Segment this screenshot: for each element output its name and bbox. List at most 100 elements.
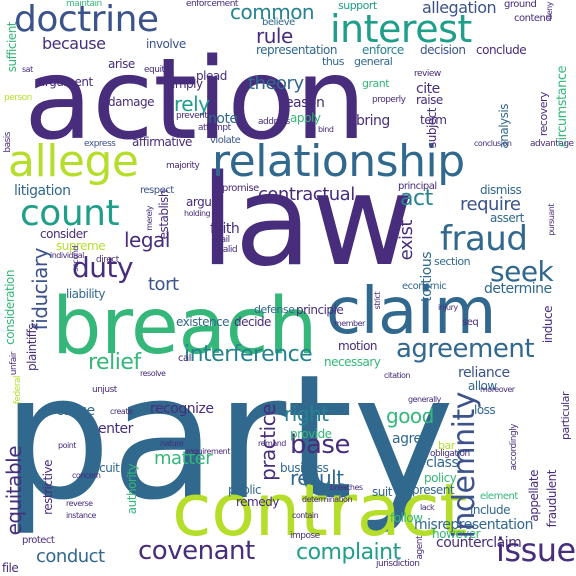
word-majority: majority [166,161,200,171]
word-economic: economic [402,281,447,292]
word-exist: exist [396,220,417,261]
word-grant: grant [362,77,390,90]
word-dismiss: dismiss [480,183,522,197]
word-misrepresentation: misrepresentation [414,517,534,533]
word-element: element [480,491,518,502]
word-prevent: prevent [176,111,208,121]
word-bar: bar [438,439,455,452]
word-sufficient: sufficient [5,22,19,73]
word-equitable: equitable [2,446,26,536]
word-enter: enter [98,421,133,437]
word-legal: legal [124,228,170,252]
word-enforce: enforce [362,43,404,57]
word-faith: faith [210,221,240,237]
word-create: create [110,407,133,416]
word-bring: bring [356,113,390,129]
word-authority: authority [125,464,139,515]
word-fiduciary: fiduciary [28,248,52,331]
word-claim: claim [326,275,496,349]
word-allow: allow [468,379,497,393]
word-unfair: unfair [9,352,19,376]
word-relief: relief [88,350,141,375]
word-right: right [284,402,329,426]
word-good: good [386,404,434,428]
word-jurisdiction: jurisdiction [376,559,420,569]
word-theory: theory [248,73,304,94]
word-instance: instance [66,511,96,520]
word-impose: impose [290,531,320,541]
word-litigation: litigation [14,183,71,199]
word-seq: seq [462,317,479,328]
word-cite: cite [416,81,440,97]
word-allegation: allegation [422,0,497,17]
word-assert: assert [490,211,524,225]
word-conduct: conduct [36,546,105,567]
word-action: action [24,35,366,165]
word-individual: individual [50,251,84,260]
word-agreement: agreement [396,334,535,364]
word-interest: interest [330,7,472,51]
word-nature: nature [160,439,184,448]
word-conclusion: conclusion [474,139,512,148]
word-result: result [290,466,344,490]
word-term: term [420,113,447,127]
word-properly: properly [372,95,406,105]
word-person: person [4,93,32,103]
word-reverse: reverse [66,499,93,508]
word-establish: establish [157,190,171,240]
word-breaches: breaches [330,483,363,492]
word-business: business [280,461,329,475]
word-base: base [290,430,350,460]
word-equity: equity [144,65,170,75]
word-general: general [354,55,393,68]
word-generally: generally [408,395,441,404]
word-obligation: obligation [430,449,470,459]
word-allege: allege [8,136,139,187]
word-consider: consider [40,227,88,241]
word-remand: remand [258,439,286,448]
word-reason: reason [280,95,325,111]
word-complaint: complaint [296,540,401,565]
word-support: support [338,0,377,12]
word-loss: loss [474,403,496,417]
word-tortious: tortious [419,252,435,302]
word-agree: agree [392,431,430,447]
word-holding: holding [184,209,211,218]
word-principal: principal [398,181,437,192]
word-recovery: recovery [537,92,550,137]
word-contract: contract [172,468,468,552]
word-indemnity: indemnity [447,392,482,539]
word-contend: contend [514,13,552,24]
word-party: party [2,337,455,538]
word-raise: raise [416,93,443,107]
word-review: review [414,69,441,79]
word-class: class [426,455,459,471]
word-arise: arise [108,57,135,71]
word-law: law [200,147,414,294]
word-direct: direct [96,255,119,265]
word-motion: motion [338,339,378,353]
word-rule: rule [256,24,293,48]
word-protect: protect [22,535,55,546]
word-accordingly: accordingly [509,424,519,471]
word-plaintiffs: plaintiffs [25,324,39,371]
word-valid: valid [218,245,238,255]
word-recognize: recognize [150,401,214,417]
word-covenant: covenant [138,536,255,566]
word-representation: representation [256,43,338,57]
word-however: however [432,527,481,541]
word-argument: argument [38,75,93,89]
word-ground: ground [504,0,537,10]
word-unjust: unjust [92,385,117,395]
word-violate: violate [210,135,241,146]
word-deny: deny [545,2,554,20]
word-determine: determine [484,281,552,297]
word-tort: tort [148,274,179,295]
word-public: public [228,483,262,497]
word-injury: injury [438,303,458,312]
word-maintain: maintain [66,0,102,9]
word-believe: believe [262,17,295,28]
word-cause: cause [56,403,95,419]
word-promise: promise [222,183,259,194]
word-contain: contain [292,511,319,520]
